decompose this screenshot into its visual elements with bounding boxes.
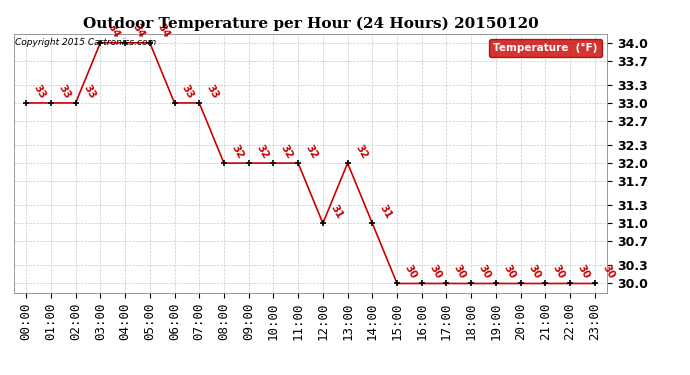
Text: 30: 30: [551, 263, 567, 281]
Text: 33: 33: [180, 82, 196, 100]
Text: 32: 32: [279, 143, 295, 160]
Text: 30: 30: [526, 263, 542, 281]
Text: 32: 32: [353, 143, 369, 160]
Text: 34: 34: [155, 22, 171, 40]
Text: 33: 33: [57, 82, 72, 100]
Text: 30: 30: [477, 263, 493, 281]
Text: 32: 32: [254, 143, 270, 160]
Text: 31: 31: [328, 203, 344, 220]
Text: 34: 34: [106, 22, 122, 40]
Text: Copyright 2015 Cartronics.com: Copyright 2015 Cartronics.com: [15, 38, 156, 46]
Text: 30: 30: [575, 263, 591, 281]
Text: 33: 33: [205, 82, 221, 100]
Text: 30: 30: [402, 263, 419, 281]
Text: 31: 31: [378, 203, 394, 220]
Text: 32: 32: [230, 143, 246, 160]
Text: 30: 30: [502, 263, 518, 281]
Text: 30: 30: [452, 263, 468, 281]
Legend: Temperature  (°F): Temperature (°F): [489, 39, 602, 57]
Text: 33: 33: [32, 82, 48, 100]
Title: Outdoor Temperature per Hour (24 Hours) 20150120: Outdoor Temperature per Hour (24 Hours) …: [83, 17, 538, 31]
Text: 30: 30: [427, 263, 443, 281]
Text: 34: 34: [130, 22, 146, 40]
Text: 32: 32: [304, 143, 319, 160]
Text: 33: 33: [81, 82, 97, 100]
Text: 30: 30: [600, 263, 616, 281]
